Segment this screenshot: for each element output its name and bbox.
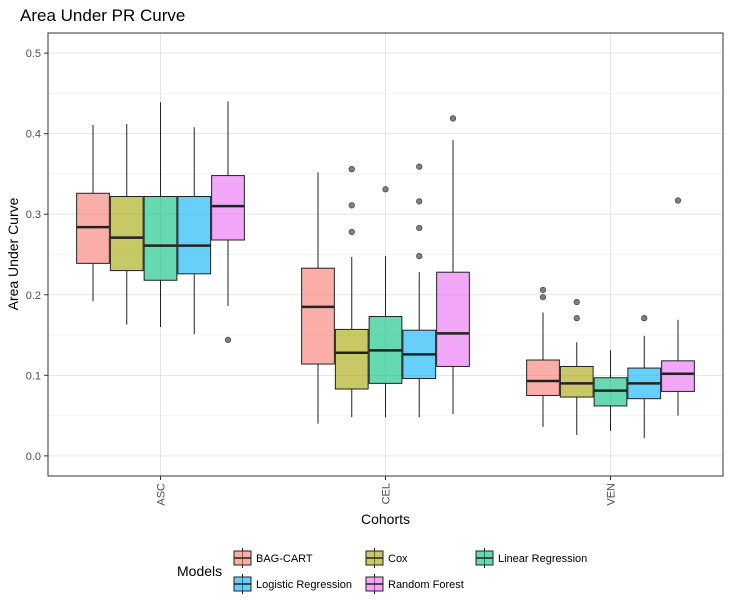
y-axis: 0.0 0.1 0.2 0.3 0.4 0.5 (26, 48, 48, 463)
outlier-point (416, 163, 423, 170)
outlier-point (641, 315, 648, 322)
box-iqr (109, 196, 144, 272)
y-tick-label: 0.2 (26, 290, 41, 302)
outlier-point (348, 228, 355, 236)
box-cel-bag-cart (301, 172, 335, 424)
y-tick-label: 0.3 (26, 209, 41, 221)
legend-label: Logistic Regression (256, 579, 352, 591)
outlier-point (539, 286, 547, 294)
legend-label: Linear Regression (498, 553, 587, 565)
y-tick-label: 0.5 (26, 48, 41, 60)
outlier-point (348, 202, 355, 209)
legend-label: BAG-CART (256, 553, 313, 565)
outlier-point (674, 197, 682, 204)
legend-item-logistic-regression: Logistic Regression (233, 574, 352, 594)
box-cel-logistic-regression (402, 163, 437, 418)
box-iqr (177, 196, 212, 275)
box-iqr (143, 196, 178, 281)
outlier-point (382, 186, 389, 193)
legend-title: Models (177, 563, 222, 579)
box-iqr (559, 365, 594, 398)
y-tick-label: 0.0 (26, 451, 41, 463)
box-ven-random-forest (661, 197, 695, 416)
y-tick-label: 0.4 (26, 129, 41, 141)
outlier-point (416, 224, 423, 232)
box-ven-cox (559, 298, 594, 435)
box-cel-cox (334, 166, 369, 418)
outlier-point (539, 294, 547, 301)
legend-item-bag-cart: BAG-CART (233, 548, 313, 568)
outlier-point (224, 336, 232, 343)
x-axis: ASC CEL VEN (156, 476, 618, 506)
box-ven-logistic-regression (627, 315, 662, 439)
legend-item-random-forest: Random Forest (365, 574, 464, 594)
box-asc-bag-cart (76, 124, 110, 302)
box-groups (76, 101, 695, 439)
box-iqr (301, 267, 335, 365)
outlier-point (348, 166, 355, 173)
x-axis-label: Cohorts (361, 511, 410, 527)
legend-item-cox: Cox (365, 548, 408, 568)
outlier-point (573, 298, 580, 306)
box-cel-random-forest (436, 115, 470, 414)
chart-title: Area Under PR Curve (20, 6, 185, 25)
x-tick-label: ASC (156, 483, 168, 506)
y-tick-label: 0.1 (26, 370, 41, 382)
box-asc-random-forest (211, 101, 245, 343)
box-iqr (526, 359, 560, 396)
box-iqr (334, 328, 369, 390)
box-ven-linear-regression (593, 350, 628, 431)
box-iqr (211, 175, 245, 241)
box-asc-logistic-regression (177, 127, 212, 335)
legend-label: Cox (388, 553, 408, 565)
box-asc-cox (109, 124, 144, 325)
box-cel-linear-regression (368, 186, 403, 418)
outlier-point (416, 253, 423, 260)
y-axis-label: Area Under Curve (5, 197, 21, 310)
box-iqr (661, 360, 695, 392)
box-asc-linear-regression (143, 102, 178, 327)
legend: Models BAG-CART Cox Linear Regression Logis… (177, 548, 587, 594)
box-iqr (436, 271, 470, 367)
x-tick-label: CEL (381, 483, 393, 504)
legend-label: Random Forest (388, 579, 464, 591)
outlier-point (416, 198, 423, 205)
box-ven-bag-cart (526, 286, 560, 427)
legend-item-linear-regression: Linear Regression (475, 548, 587, 568)
outlier-point (573, 315, 580, 322)
x-tick-label: VEN (606, 483, 618, 506)
outlier-point (449, 115, 457, 122)
